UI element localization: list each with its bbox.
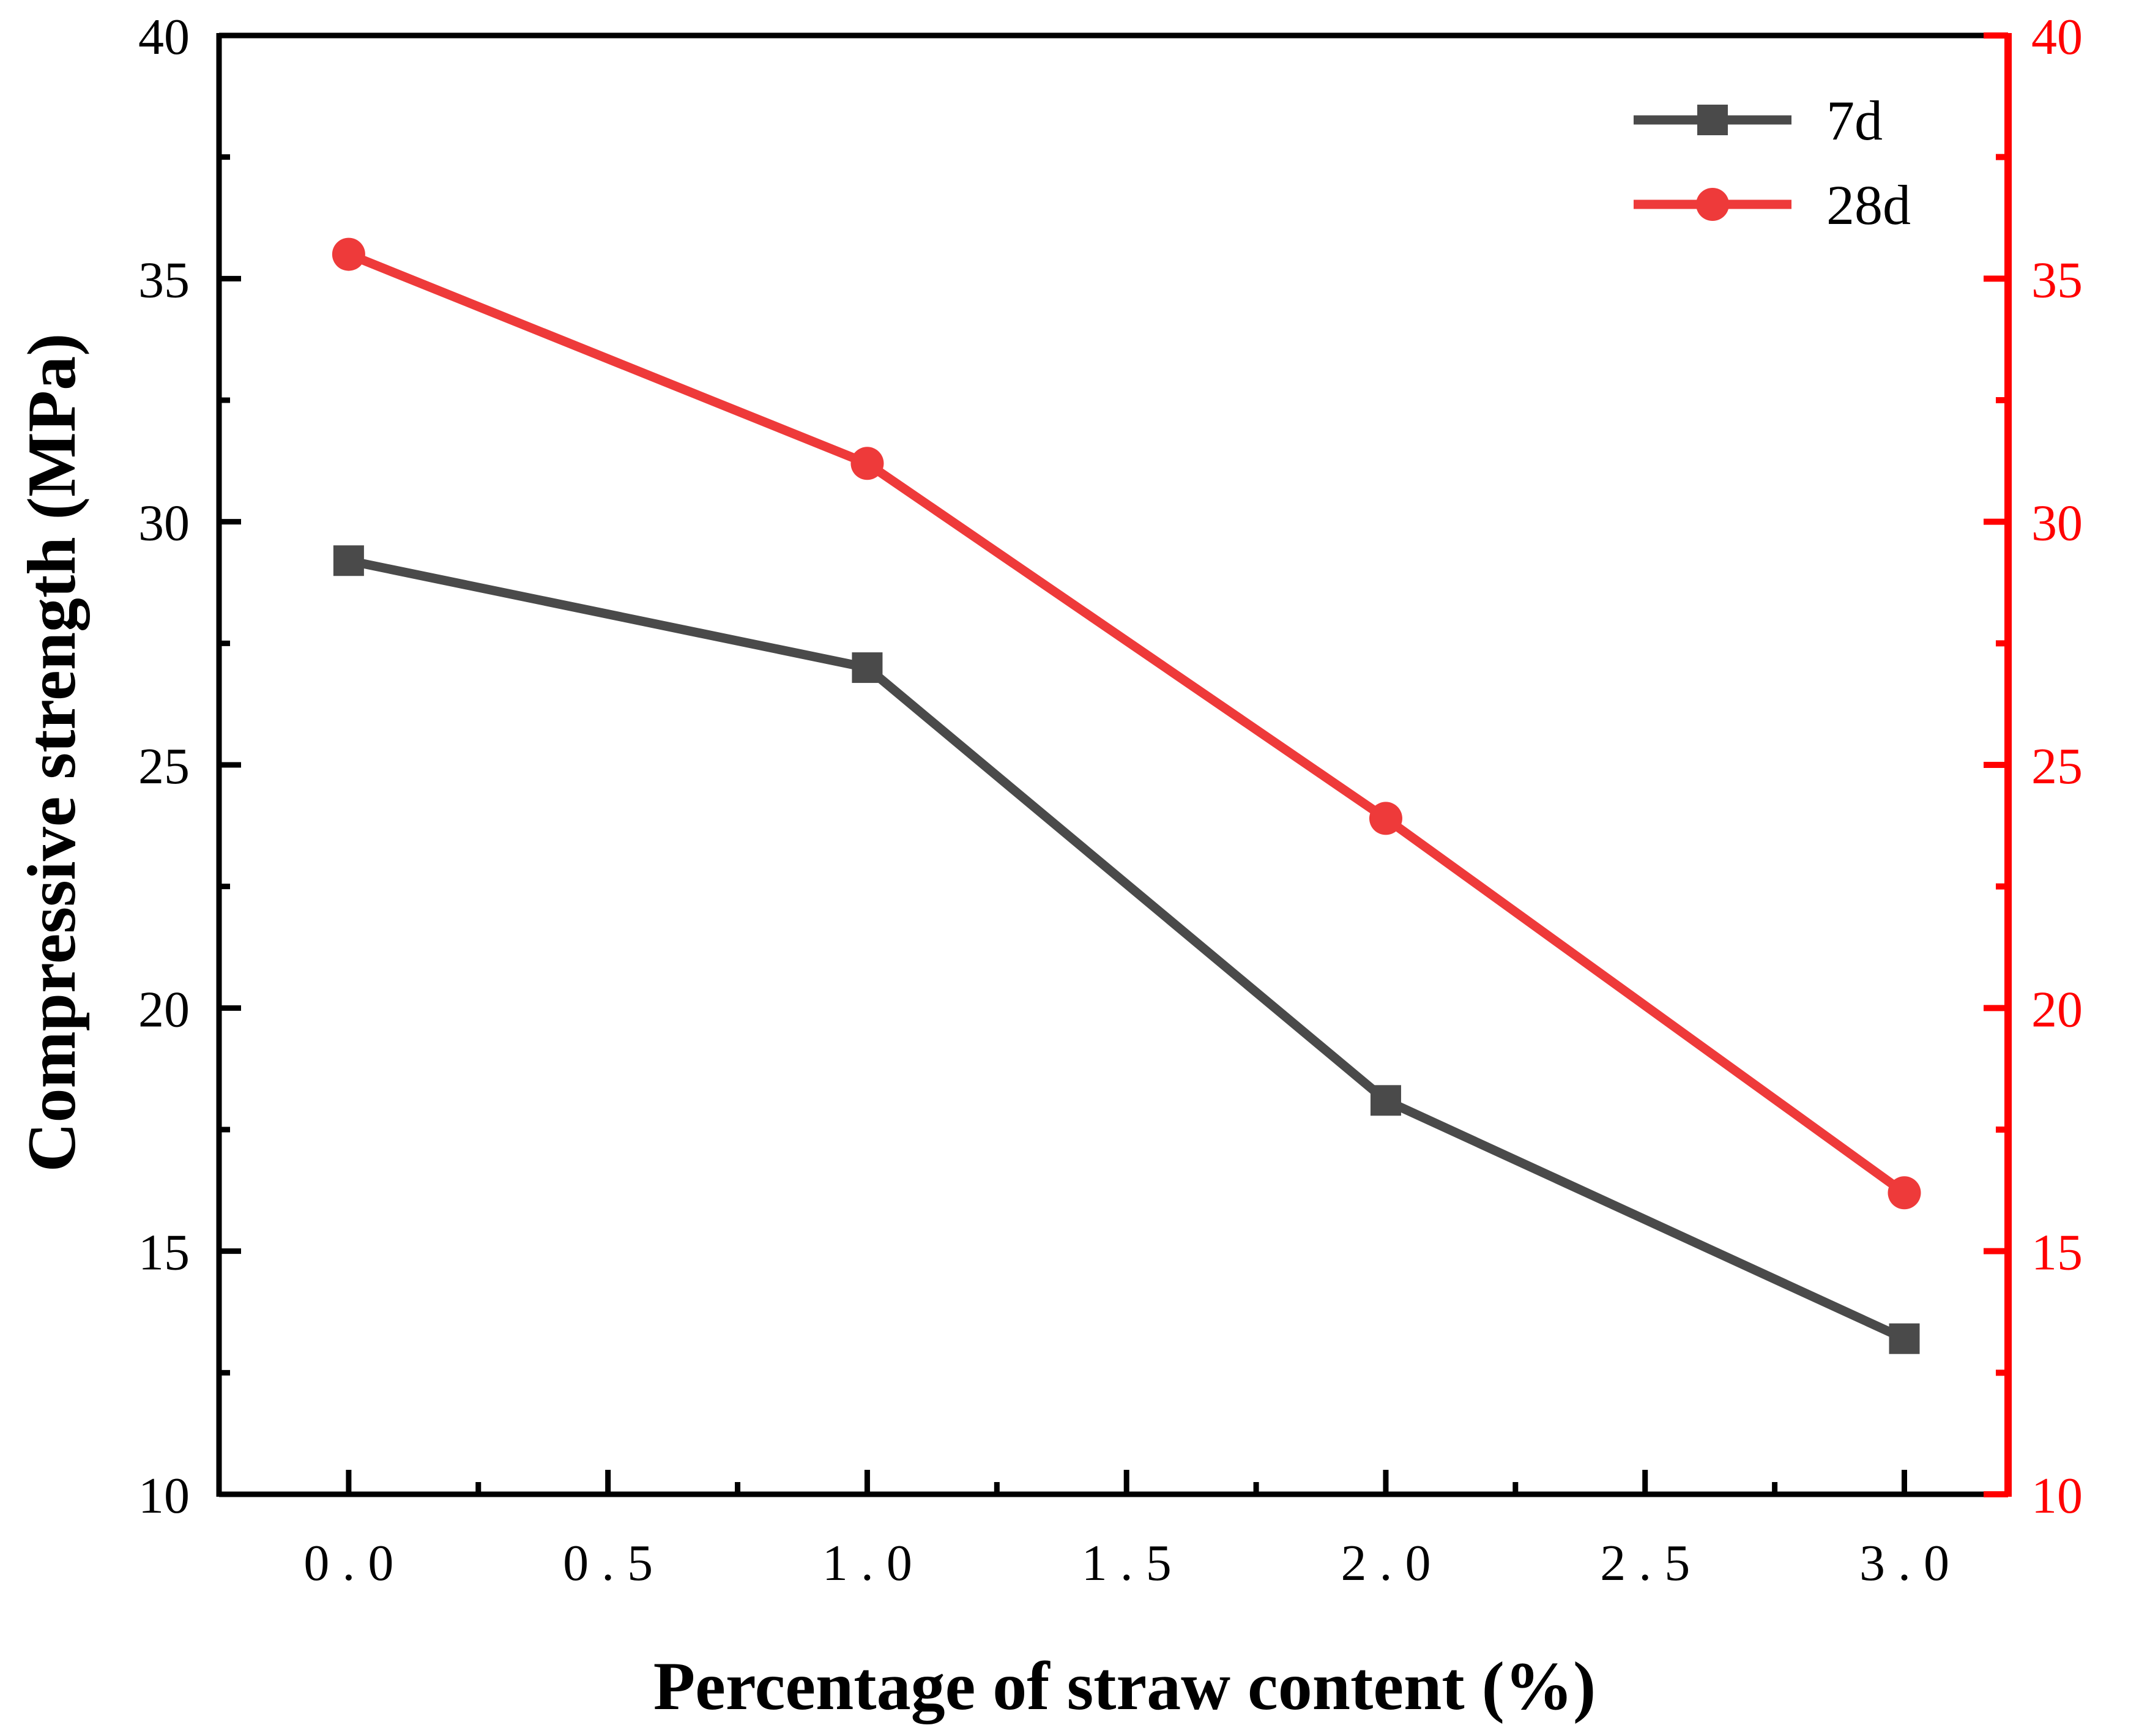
data-point-28d (1369, 802, 1402, 835)
y-tick-label: 10 (138, 1467, 190, 1524)
series-group (332, 237, 1921, 1354)
x-tick-label: 1 . 0 (822, 1535, 912, 1592)
y-tick-label: 20 (138, 981, 190, 1038)
y-tick-label: 40 (138, 9, 190, 65)
axes-group: 0 . 0 0 . 5 1 . 0 1 . 5 2 . 0 2 . 5 3 . 0 10 15 2… (138, 9, 2083, 1592)
y2-tick-label: 10 (2031, 1467, 2083, 1524)
data-point-7d (1370, 1085, 1401, 1116)
y2-tick-label: 15 (2031, 1224, 2083, 1281)
x-tick-label: 1 . 5 (1082, 1535, 1172, 1592)
x-tick-label: 2 . 5 (1600, 1535, 1690, 1592)
series-line-28d (347, 250, 1907, 1197)
legend-label-28d: 28d (1826, 174, 1911, 236)
y-tick-label: 15 (138, 1224, 190, 1281)
y2-tick-label: 35 (2031, 251, 2083, 308)
data-point-28d (850, 447, 884, 480)
y-tick-label: 25 (138, 738, 190, 795)
y2-tick-label: 20 (2031, 981, 2083, 1038)
data-point-7d (333, 545, 364, 576)
data-point-28d (1888, 1176, 1921, 1210)
legend-marker-28d (1696, 188, 1729, 221)
data-point-28d (332, 237, 365, 271)
x-axis-title: Percentage of straw content (%) (653, 1648, 1596, 1724)
y2-tick-label: 25 (2031, 738, 2083, 795)
legend-marker-7d (1697, 105, 1728, 135)
y-tick-label: 35 (138, 251, 190, 308)
y-axis-title: Compressive strength (MPa) (14, 333, 90, 1172)
x-tick-label: 2 . 0 (1341, 1535, 1430, 1592)
data-point-7d (1889, 1323, 1920, 1354)
x-tick-label: 0 . 0 (303, 1535, 393, 1592)
data-point-7d (852, 652, 883, 684)
legend-label-7d: 7d (1826, 89, 1883, 152)
series-line-7d (348, 556, 1906, 1343)
y-tick-label: 30 (138, 495, 190, 552)
x-tick-label: 0 . 5 (563, 1535, 653, 1592)
x-tick-label: 3 . 0 (1859, 1535, 1949, 1592)
y2-tick-label: 30 (2031, 495, 2083, 552)
y2-tick-label: 40 (2031, 9, 2083, 65)
